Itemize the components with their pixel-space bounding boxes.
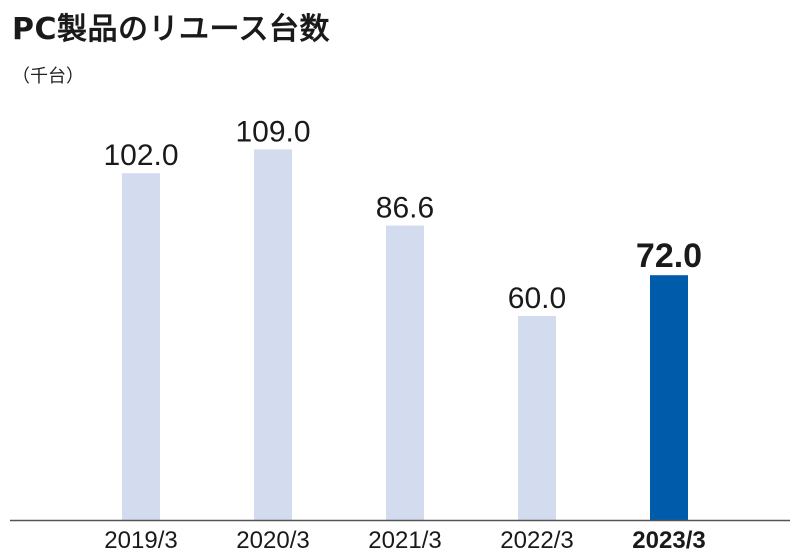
x-tick-label-2022-3: 2022/3: [500, 527, 573, 554]
x-tick-label-2023-3: 2023/3: [632, 527, 705, 554]
value-label-2019-3: 102.0: [103, 139, 178, 172]
x-tick-label-2019-3: 2019/3: [104, 527, 177, 554]
bar-2022-3: [518, 316, 556, 520]
value-label-2021-3: 86.6: [376, 192, 434, 225]
value-label-2020-3: 109.0: [235, 115, 310, 148]
bar-2023-3: [650, 275, 688, 520]
tick-labels-group: 2019/3 2020/3 2021/3 2022/3 2023/3: [104, 527, 705, 554]
x-tick-label-2021-3: 2021/3: [368, 527, 441, 554]
value-label-2022-3: 60.0: [508, 282, 566, 315]
value-labels-group: 102.0 109.0 86.6 60.0 72.0: [103, 115, 702, 315]
bar-2019-3: [122, 173, 160, 520]
bars-group: [122, 149, 688, 520]
bar-2021-3: [386, 225, 424, 520]
x-tick-label-2020-3: 2020/3: [236, 527, 309, 554]
chart-title: PC製品のリユース台数: [12, 12, 331, 47]
unit-label: （千台）: [12, 66, 84, 87]
value-label-2023-3: 72.0: [636, 237, 702, 275]
bar-2020-3: [254, 149, 292, 520]
